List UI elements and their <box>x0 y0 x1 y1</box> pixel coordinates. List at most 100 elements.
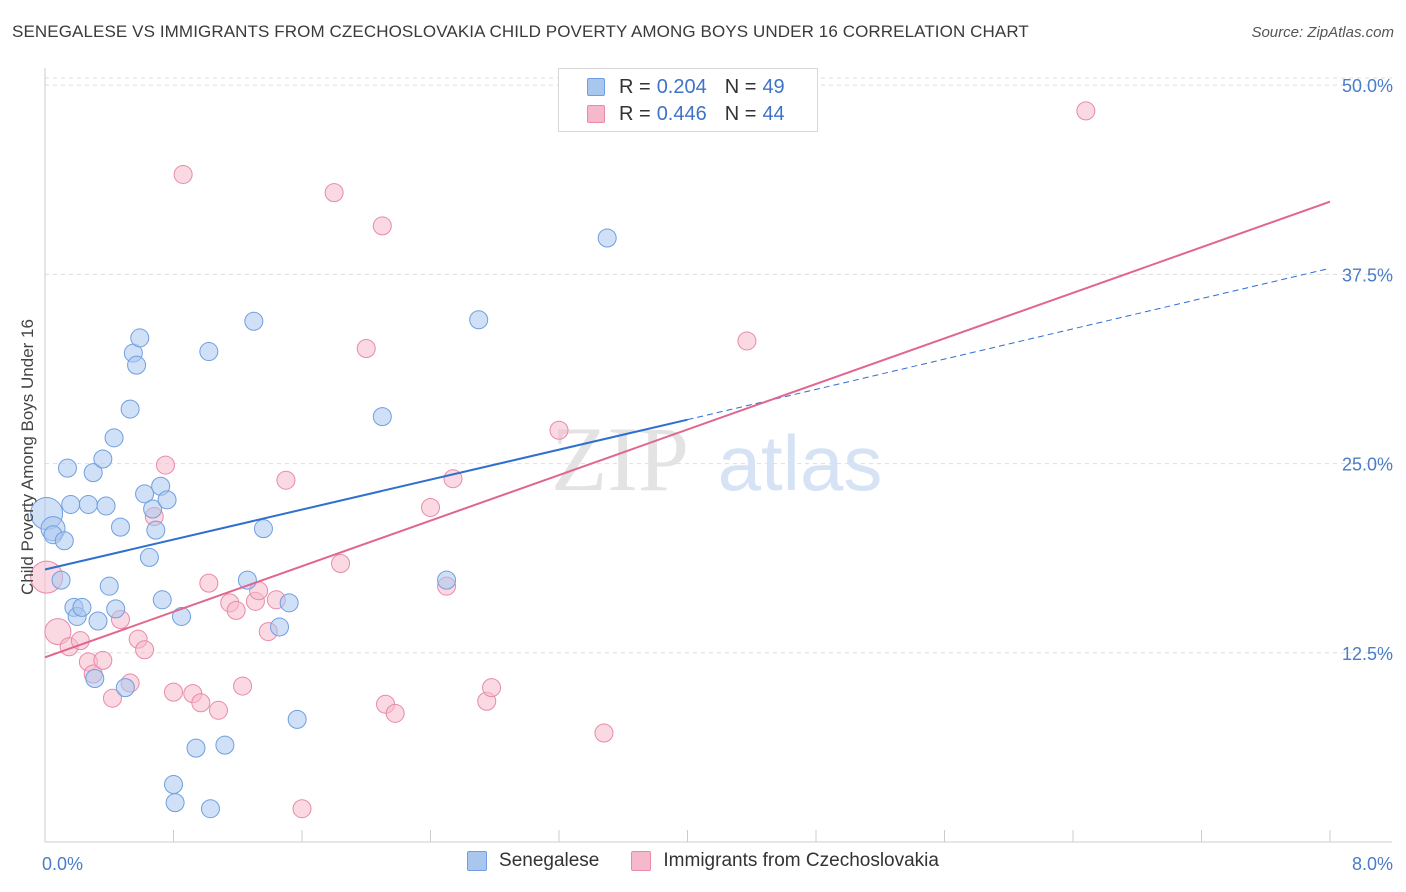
czech-swatch <box>587 105 605 123</box>
legend-r-label: R = <box>619 75 651 98</box>
series-legend-czech: Immigrants from Czechoslovakia <box>631 850 939 872</box>
y-tick-label: 37.5% <box>1342 265 1393 285</box>
senegalese-point <box>93 449 113 469</box>
senegalese-point <box>139 547 159 567</box>
senegalese-point <box>152 590 172 610</box>
tick-labels: 12.5% 25.0% 37.5% 50.0% 0.0% 8.0% <box>42 76 1393 874</box>
senegalese-point <box>469 310 489 330</box>
czech-point <box>208 700 228 720</box>
legend-n-label: N = <box>724 102 757 125</box>
senegalese-point <box>51 570 71 590</box>
legend-r-value: 0.204 <box>656 75 707 98</box>
senegalese-swatch <box>467 851 488 871</box>
legend: R = 0.204 N = 49 R = 0.446 N = 44 <box>558 68 818 132</box>
czech-point <box>155 455 175 475</box>
regression-lines <box>44 200 1331 659</box>
czech-point <box>385 703 405 723</box>
senegalese-point <box>215 735 235 755</box>
legend-row-senegalese: R = 0.204 N = 49 <box>587 74 785 100</box>
czech-point <box>164 682 183 702</box>
senegalese-point <box>244 311 264 331</box>
senegalese-point <box>61 494 81 514</box>
y-tick-label: 50.0% <box>1342 76 1393 96</box>
series-name-senegalese: Senegalese <box>499 850 600 871</box>
senegalese-point <box>165 793 185 813</box>
czech-point <box>331 553 351 573</box>
x-tick-label-max: 8.0% <box>1352 854 1393 874</box>
czech-point <box>93 650 113 670</box>
senegalese-point <box>57 458 77 478</box>
czech-swatch <box>631 851 652 871</box>
senegalese-point <box>83 463 103 483</box>
czech-point <box>102 688 122 708</box>
czech-point <box>199 573 219 593</box>
y-axis-label: Child Poverty Among Boys Under 16 <box>18 319 37 595</box>
senegalese-point <box>54 531 74 551</box>
czech-point <box>421 497 440 517</box>
senegalese-point <box>78 494 98 514</box>
senegalese-point <box>104 428 124 448</box>
senegalese-point <box>199 342 219 362</box>
senegalese-point <box>115 678 135 698</box>
senegalese-trend-line <box>44 418 688 571</box>
senegalese-point <box>135 484 155 504</box>
y-tick-label: 12.5% <box>1342 644 1393 664</box>
czech-point <box>356 339 376 359</box>
x-tick-label-min: 0.0% <box>42 854 83 874</box>
czech-point <box>324 183 344 203</box>
senegalese-point <box>85 669 105 689</box>
legend-n-label: N = <box>724 75 757 98</box>
czech-point <box>1076 101 1096 121</box>
senegalese-points <box>30 228 617 819</box>
senegalese-swatch <box>587 78 605 96</box>
czech-trend-line <box>44 200 1331 659</box>
legend-row-czech: R = 0.446 N = 44 <box>587 101 785 127</box>
series-name-czech: Immigrants from Czechoslovakia <box>663 850 939 871</box>
czech-point <box>292 799 312 819</box>
legend-n-value: 49 <box>762 75 785 98</box>
grid-lines <box>45 77 1392 654</box>
czech-point <box>276 470 296 490</box>
senegalese-point <box>127 355 147 375</box>
czech-points <box>30 101 1096 819</box>
senegalese-point <box>200 799 220 819</box>
senegalese-point <box>146 520 166 540</box>
czech-point <box>173 164 193 184</box>
senegalese-point <box>96 496 116 516</box>
czech-point <box>549 420 569 440</box>
czech-point <box>44 618 72 646</box>
czech-point <box>594 723 614 743</box>
senegalese-point <box>372 407 392 427</box>
senegalese-trend-extension <box>687 267 1331 421</box>
series-legend: Senegalese Immigrants from Czechoslovaki… <box>0 850 1406 872</box>
senegalese-point <box>143 499 163 519</box>
senegalese-point <box>72 597 92 617</box>
senegalese-point <box>270 617 290 637</box>
senegalese-point <box>157 490 177 510</box>
axes <box>44 68 1392 843</box>
senegalese-point <box>120 399 140 419</box>
senegalese-point <box>597 228 617 248</box>
senegalese-point <box>130 328 150 348</box>
czech-point <box>226 600 246 620</box>
senegalese-point <box>287 709 307 729</box>
watermark-atlas: atlas <box>718 419 883 507</box>
series-legend-senegalese: Senegalese <box>467 850 599 872</box>
source-credit: Source: ZipAtlas.com <box>1251 24 1394 41</box>
senegalese-point <box>110 517 130 537</box>
senegalese-point <box>186 738 206 758</box>
senegalese-point <box>164 774 183 794</box>
czech-point <box>233 676 253 696</box>
y-tick-label: 25.0% <box>1342 455 1393 475</box>
legend-n-value: 44 <box>762 102 785 125</box>
czech-point <box>482 678 502 698</box>
chart-title: SENEGALESE VS IMMIGRANTS FROM CZECHOSLOV… <box>12 22 1029 41</box>
senegalese-point <box>437 570 457 590</box>
czech-point <box>372 216 392 236</box>
senegalese-point <box>279 593 299 613</box>
czech-point <box>737 331 757 351</box>
senegalese-point <box>88 611 108 631</box>
senegalese-point <box>99 576 119 596</box>
senegalese-point <box>253 519 273 539</box>
